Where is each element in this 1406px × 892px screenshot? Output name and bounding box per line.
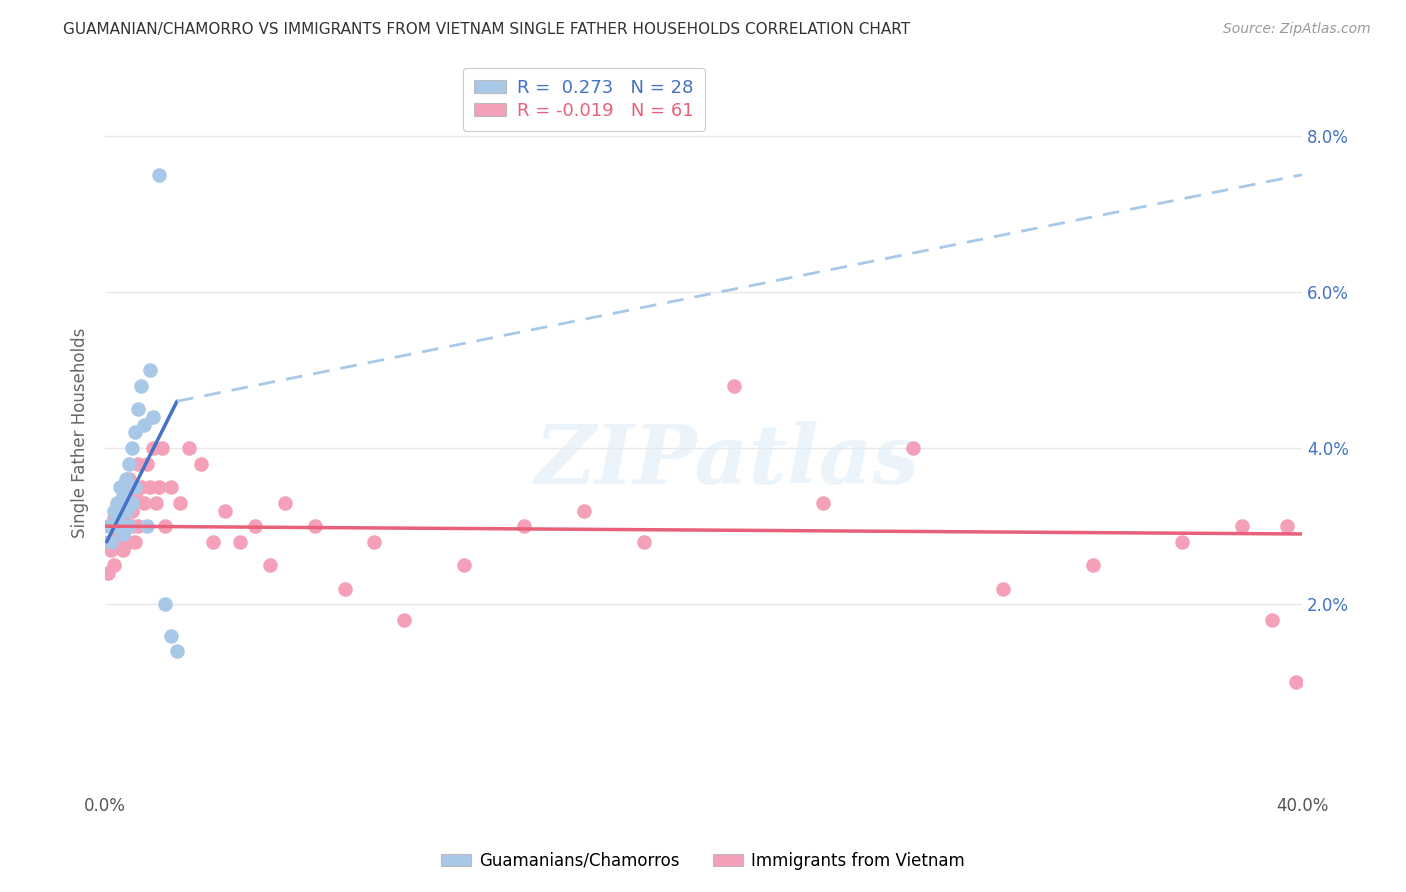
Point <box>1230 519 1253 533</box>
Point <box>100 542 122 557</box>
Point <box>121 519 143 533</box>
Point <box>127 519 149 533</box>
Point <box>121 503 143 517</box>
Point <box>97 519 120 533</box>
Point <box>105 503 128 517</box>
Point <box>97 534 120 549</box>
Point <box>153 519 176 533</box>
Point <box>148 480 170 494</box>
Point <box>105 527 128 541</box>
Point <box>115 480 138 494</box>
Point <box>145 496 167 510</box>
Point <box>363 534 385 549</box>
Point <box>1285 675 1308 690</box>
Point <box>394 613 416 627</box>
Point <box>124 534 146 549</box>
Point <box>112 496 135 510</box>
Point <box>201 534 224 549</box>
Text: ZIPatlas: ZIPatlas <box>534 421 921 501</box>
Point <box>142 441 165 455</box>
Point <box>513 519 536 533</box>
Point <box>259 558 281 573</box>
Point <box>118 457 141 471</box>
Point <box>1081 558 1104 573</box>
Point <box>1171 534 1194 549</box>
Point <box>633 534 655 549</box>
Point <box>108 519 131 533</box>
Point <box>129 378 152 392</box>
Point <box>105 496 128 510</box>
Point <box>124 488 146 502</box>
Point <box>160 628 183 642</box>
Point <box>177 441 200 455</box>
Legend: Guamanians/Chamorros, Immigrants from Vietnam: Guamanians/Chamorros, Immigrants from Vi… <box>434 846 972 877</box>
Point <box>136 519 159 533</box>
Y-axis label: Single Father Households: Single Father Households <box>72 327 89 538</box>
Point <box>103 558 125 573</box>
Point <box>274 496 297 510</box>
Point <box>166 644 188 658</box>
Point <box>572 503 595 517</box>
Point <box>108 534 131 549</box>
Point <box>304 519 326 533</box>
Legend: R =  0.273   N = 28, R = -0.019   N = 61: R = 0.273 N = 28, R = -0.019 N = 61 <box>463 68 704 131</box>
Point <box>139 480 162 494</box>
Point <box>115 472 138 486</box>
Point <box>124 425 146 440</box>
Point <box>121 496 143 510</box>
Point <box>132 417 155 432</box>
Point <box>129 480 152 494</box>
Point <box>112 542 135 557</box>
Point <box>139 363 162 377</box>
Point <box>115 519 138 533</box>
Text: GUAMANIAN/CHAMORRO VS IMMIGRANTS FROM VIETNAM SINGLE FATHER HOUSEHOLDS CORRELATI: GUAMANIAN/CHAMORRO VS IMMIGRANTS FROM VI… <box>63 22 911 37</box>
Point <box>148 168 170 182</box>
Point <box>243 519 266 533</box>
Point <box>150 441 173 455</box>
Text: Source: ZipAtlas.com: Source: ZipAtlas.com <box>1223 22 1371 37</box>
Point <box>190 457 212 471</box>
Point <box>103 503 125 517</box>
Point <box>991 582 1014 596</box>
Point <box>723 378 745 392</box>
Point <box>333 582 356 596</box>
Point <box>112 488 135 502</box>
Point <box>100 534 122 549</box>
Point <box>127 457 149 471</box>
Point <box>453 558 475 573</box>
Point <box>121 441 143 455</box>
Point <box>1261 613 1284 627</box>
Point <box>115 503 138 517</box>
Point <box>108 519 131 533</box>
Point <box>127 402 149 417</box>
Point <box>1275 519 1298 533</box>
Point <box>214 503 236 517</box>
Point <box>153 597 176 611</box>
Point <box>100 519 122 533</box>
Point <box>136 457 159 471</box>
Point <box>112 511 135 525</box>
Point <box>901 441 924 455</box>
Point <box>160 480 183 494</box>
Point <box>103 534 125 549</box>
Point <box>124 480 146 494</box>
Point <box>229 534 252 549</box>
Point <box>103 519 125 533</box>
Point <box>112 527 135 541</box>
Point <box>97 566 120 580</box>
Point <box>813 496 835 510</box>
Point <box>118 472 141 486</box>
Point <box>118 519 141 533</box>
Point <box>105 511 128 525</box>
Point <box>142 409 165 424</box>
Point <box>118 534 141 549</box>
Point <box>132 496 155 510</box>
Point <box>108 480 131 494</box>
Point <box>103 511 125 525</box>
Point <box>169 496 191 510</box>
